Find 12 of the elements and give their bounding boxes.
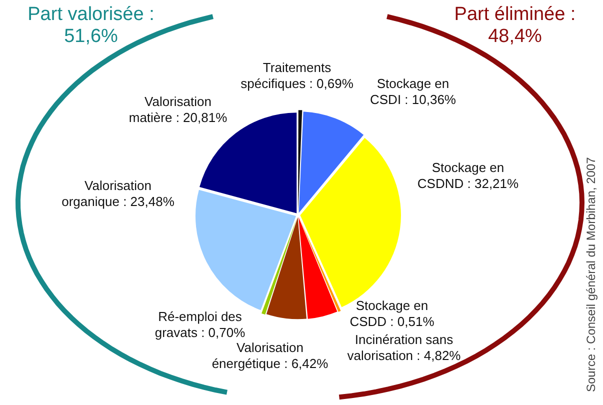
slice-label: Valorisation organique : 23,48%	[62, 178, 175, 210]
slice-label: Stockage en CSDD : 0,51%	[350, 298, 435, 330]
slice-label: Stockage en CSDI : 10,36%	[370, 76, 456, 108]
text: Part éliminée : 48,4%	[453, 4, 577, 48]
slice-label: Ré-emploi des gravats : 0,70%	[154, 309, 246, 340]
slice-label: Traitements spécifiques : 0,69%	[240, 60, 354, 92]
slice-label: Valorisation matière : 20,81%	[128, 94, 228, 126]
slice-label: Stockage en CSDND : 32,21%	[417, 160, 520, 192]
slice-label: Incinération sans valorisation : 4,82%	[347, 332, 462, 364]
text: Part valorisée : 51,6%	[26, 4, 156, 48]
slice-label: Valorisation énergétique : 6,42%	[212, 340, 329, 372]
source-note: Source : Conseil général du Morbihan, 2007	[584, 157, 598, 392]
